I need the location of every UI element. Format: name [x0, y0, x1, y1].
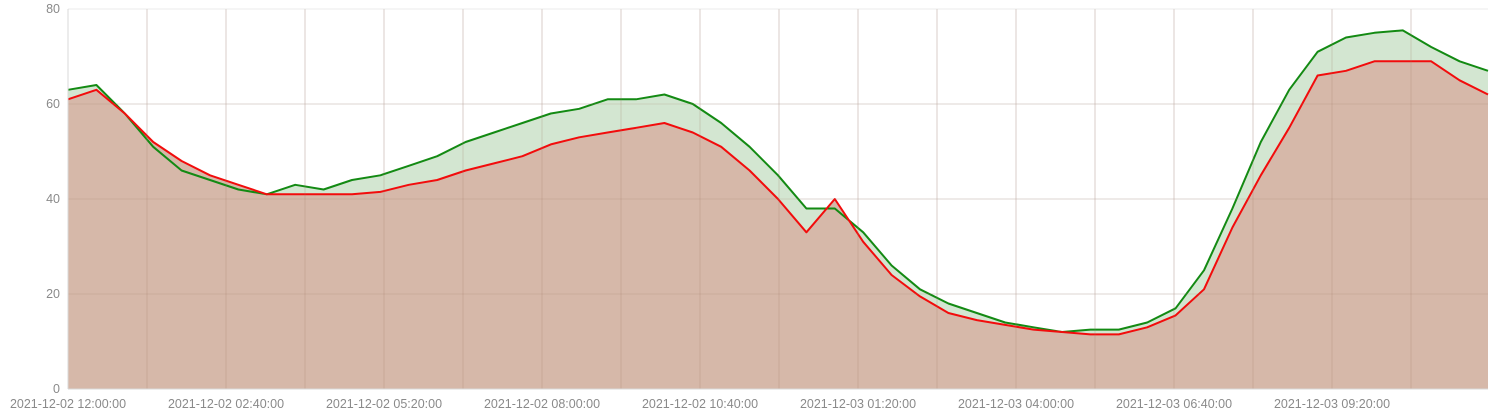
y-tick-label: 20 [46, 287, 60, 301]
y-axis-ticks: 0 20 40 60 80 [46, 2, 60, 396]
green-line [67, 29, 1489, 333]
series-areas [68, 30, 1488, 390]
x-tick-label: 2021-12-03 01:20:00 [800, 397, 916, 411]
red-line [67, 60, 1489, 336]
x-tick-label: 2021-12-03 04:00:00 [958, 397, 1074, 411]
x-tick-label: 2021-12-03 06:40:00 [1116, 397, 1232, 411]
x-tick-label: 2021-12-02 05:20:00 [326, 397, 442, 411]
x-tick-label: 2021-12-02 02:40:00 [168, 397, 284, 411]
x-tick-label: 2021-12-03 09:20:00 [1274, 397, 1390, 411]
red-area [68, 61, 1488, 390]
y-tick-label: 0 [53, 382, 60, 396]
y-tick-label: 60 [46, 97, 60, 111]
x-tick-label: 2021-12-02 12:00:00 [10, 397, 126, 411]
y-tick-label: 80 [46, 2, 60, 16]
y-tick-label: 40 [46, 192, 60, 206]
x-tick-label: 2021-12-02 10:40:00 [642, 397, 758, 411]
x-axis-ticks: 2021-12-02 12:00:00 2021-12-02 02:40:00 20… [10, 397, 1390, 411]
series-lines [67, 9, 1489, 389]
x-tick-label: 2021-12-02 08:00:00 [484, 397, 600, 411]
